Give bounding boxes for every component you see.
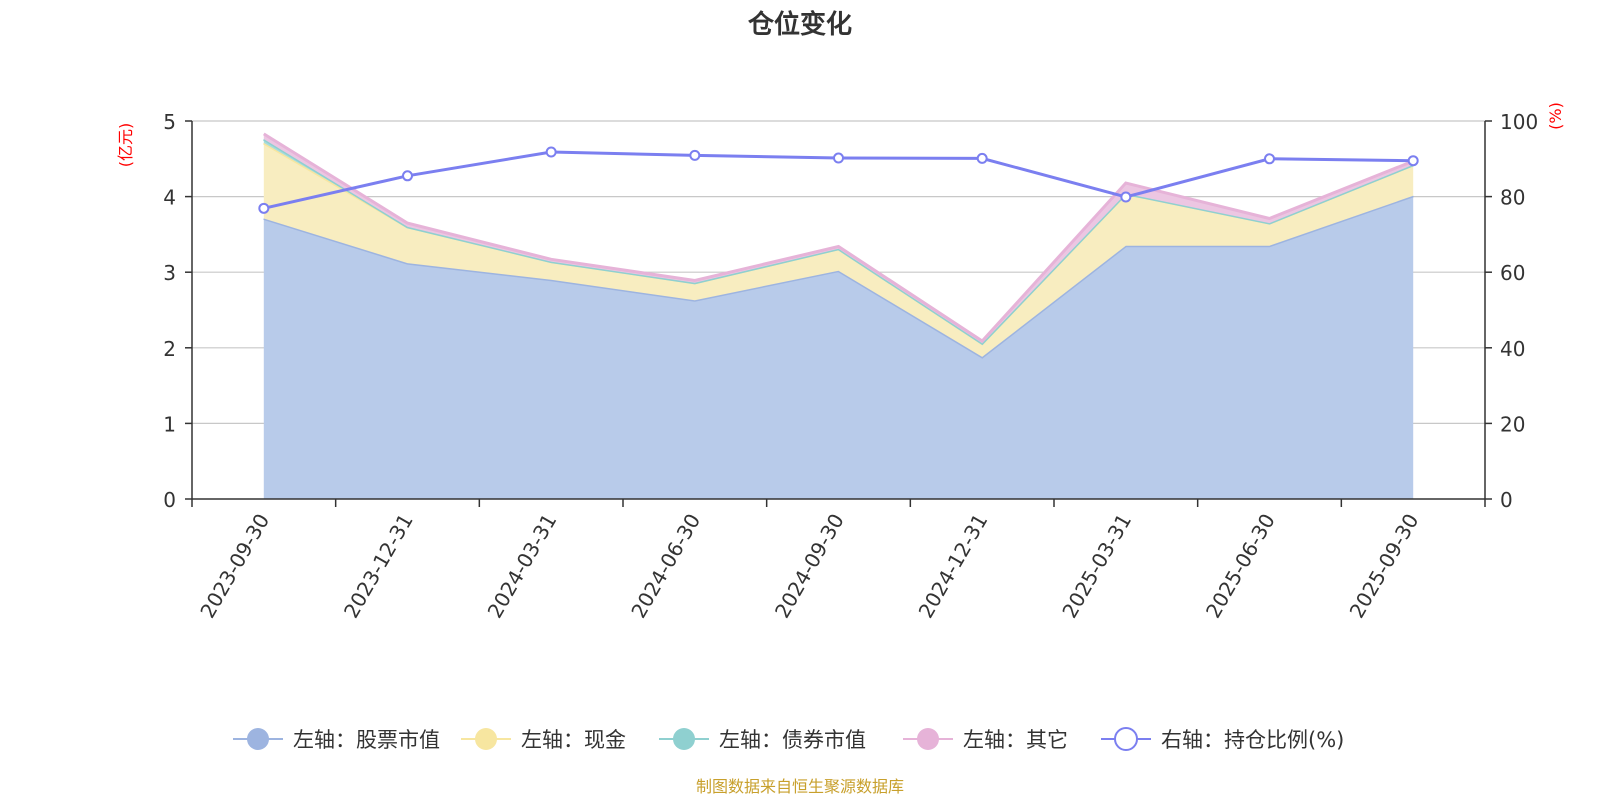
legend-marker (247, 728, 269, 750)
legend-label: 右轴：持仓比例(%) (1161, 728, 1344, 752)
x-axis-tick-label: 2025-09-30 (1345, 510, 1424, 623)
ratio-point (976, 152, 988, 164)
ratio-point (258, 202, 270, 214)
ratio-point (1264, 153, 1275, 165)
right-axis-tick-label: 40 (1500, 337, 1525, 361)
x-axis-tick-label: 2024-06-30 (626, 510, 705, 623)
left-axis-tick-label: 3 (163, 261, 176, 285)
legend-label: 左轴：其它 (963, 728, 1068, 752)
area-左轴：其它 (263, 133, 1414, 344)
footer-source: 制图数据来自恒生聚源数据库 (696, 777, 904, 796)
legend-marker (917, 728, 939, 750)
left-axis-tick-label: 5 (163, 110, 176, 134)
x-axis-tick-label: 2023-12-31 (339, 510, 418, 623)
stacked-areas (263, 132, 1414, 500)
x-axis-tick-label: 2025-06-30 (1201, 510, 1280, 623)
area-左轴：股票市值 (263, 195, 1414, 500)
ratio-point (545, 146, 557, 158)
right-axis-tick-label: 100 (1500, 110, 1538, 134)
x-axis-tick-label: 2025-03-31 (1057, 510, 1136, 623)
legend-item: 左轴：现金 (461, 728, 626, 752)
area-line-左轴：其它 (263, 132, 1414, 343)
x-axis-tick-label: 2024-03-31 (483, 510, 562, 623)
right-axis-tick-label: 20 (1500, 412, 1525, 436)
ratio-point (1120, 191, 1132, 203)
ratio-line (258, 146, 1419, 214)
legend-item: 右轴：持仓比例(%) (1101, 727, 1344, 752)
right-axis-tick-label: 0 (1500, 488, 1513, 512)
left-axis-tick-label: 2 (163, 337, 176, 361)
legend-label: 左轴：债券市值 (719, 728, 866, 752)
legend-item: 左轴：债券市值 (659, 728, 866, 752)
left-axis-tick-label: 4 (163, 186, 176, 210)
legend: 左轴：股票市值 左轴：现金 左轴：债券市值 左轴：其它 右轴：持仓比例(%) (233, 727, 1344, 752)
left-axis-tick-label: 1 (163, 412, 176, 436)
ratio-point (689, 149, 701, 161)
legend-item: 左轴：股票市值 (233, 728, 440, 752)
legend-marker (1114, 727, 1138, 751)
legend-marker (475, 728, 497, 750)
left-axis-unit: (亿元) (116, 123, 135, 168)
right-axis-tick-label: 60 (1500, 261, 1525, 285)
ratio-point (402, 170, 413, 182)
legend-label: 左轴：现金 (521, 728, 626, 752)
legend-marker (673, 728, 695, 750)
ratio-point (833, 152, 844, 164)
x-axis-tick-label: 2023-09-30 (195, 510, 274, 623)
x-axis-tick-label: 2024-12-31 (914, 510, 993, 623)
legend-label: 左轴：股票市值 (293, 728, 440, 752)
chart-title: 仓位变化 (747, 9, 852, 40)
right-axis-unit: (%) (1546, 102, 1565, 130)
legend-item: 左轴：其它 (903, 728, 1068, 752)
right-axis-tick-label: 80 (1500, 186, 1525, 210)
left-axis-tick-label: 0 (163, 488, 176, 512)
x-axis-tick-label: 2024-09-30 (770, 510, 849, 623)
ratio-point (1407, 155, 1419, 167)
